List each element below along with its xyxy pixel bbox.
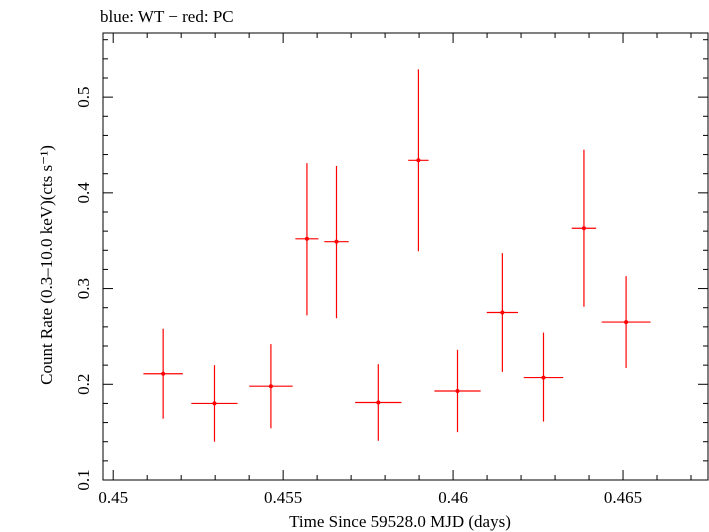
data-point xyxy=(434,349,481,433)
x-tick-label: 0.46 xyxy=(438,488,468,507)
point-marker xyxy=(416,158,421,163)
point-marker xyxy=(500,310,505,315)
x-axis-label: Time Since 59528.0 MJD (days) xyxy=(289,512,511,531)
point-marker xyxy=(541,375,546,380)
chart-title: blue: WT − red: PC xyxy=(100,7,234,26)
x-tick-label: 0.465 xyxy=(604,488,642,507)
data-point xyxy=(408,69,429,252)
x-axis: 0.45 0.455 0.46 0.465 xyxy=(98,33,692,507)
data-point xyxy=(191,365,238,442)
y-tick-label: 0.5 xyxy=(74,87,93,108)
data-point xyxy=(355,364,402,441)
data-point xyxy=(249,344,293,429)
data-point xyxy=(601,276,651,369)
y-axis-label: Count Rate (0.3–10.0 keV)(cts s⁻¹) xyxy=(37,145,56,385)
y-tick-label: 0.1 xyxy=(74,469,93,490)
x-tick-label: 0.455 xyxy=(264,488,302,507)
point-marker xyxy=(304,236,309,241)
point-marker xyxy=(212,401,217,406)
point-marker xyxy=(161,371,166,376)
point-marker xyxy=(376,400,381,405)
x-tick-label: 0.45 xyxy=(98,488,128,507)
y-tick-label: 0.4 xyxy=(74,182,93,204)
data-point xyxy=(295,163,319,316)
y-tick-label: 0.2 xyxy=(74,374,93,395)
point-marker xyxy=(334,239,339,244)
y-axis: 0.1 0.2 0.3 0.4 0.5 xyxy=(74,39,708,491)
point-marker xyxy=(455,388,460,393)
plot-border xyxy=(102,32,709,481)
data-point xyxy=(486,253,519,372)
data-point xyxy=(324,166,349,319)
point-marker xyxy=(624,320,629,325)
point-marker xyxy=(581,226,586,231)
data-point xyxy=(571,149,597,307)
plot-frame xyxy=(102,32,709,481)
data-point xyxy=(143,328,183,419)
y-tick-label: 0.3 xyxy=(74,278,93,299)
data-point xyxy=(523,332,564,422)
point-marker xyxy=(268,384,273,389)
data-points xyxy=(143,69,651,442)
